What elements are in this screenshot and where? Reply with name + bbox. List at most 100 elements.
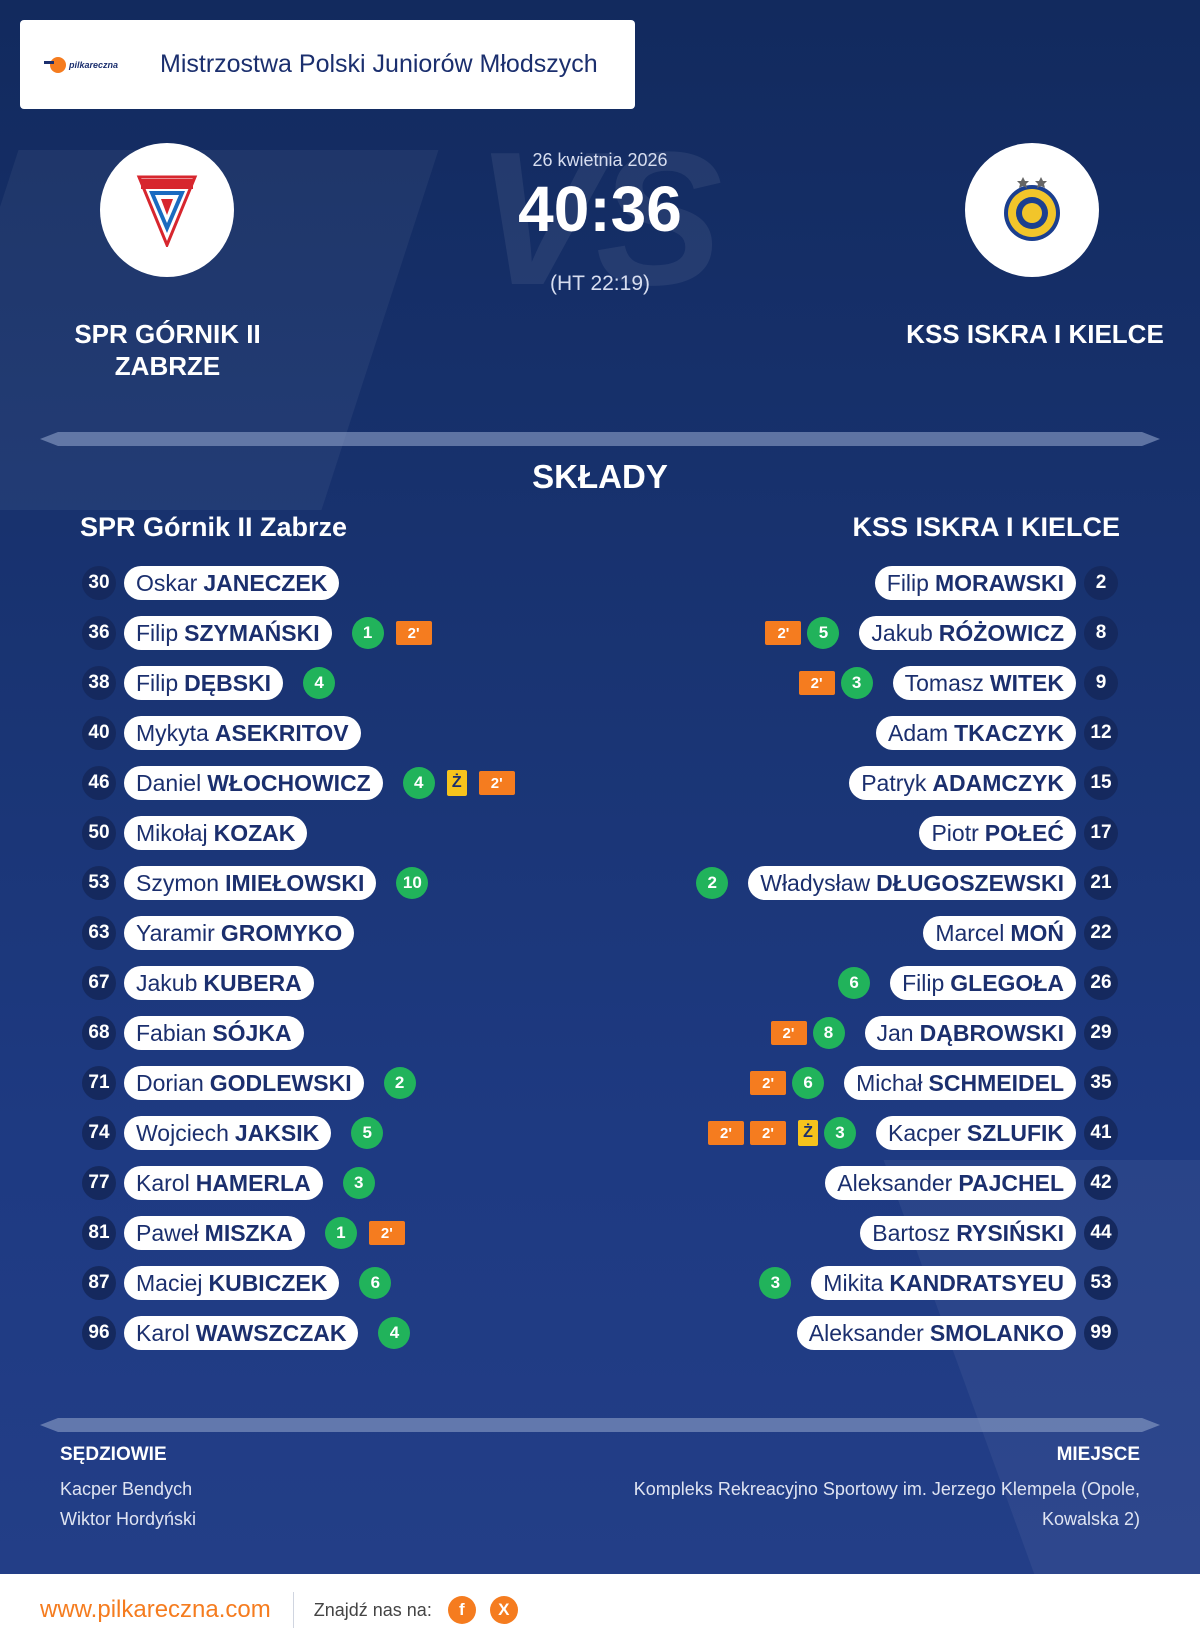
player-name[interactable]: Filip GLEGOŁA <box>890 966 1076 1000</box>
player-stats: 10 <box>396 867 429 899</box>
find-us-label: Znajdź nas na: <box>313 1599 432 1620</box>
player-row: 67 Jakub KUBERA <box>82 958 642 1008</box>
x-icon[interactable]: X <box>489 1596 518 1624</box>
player-number: 50 <box>82 816 116 850</box>
suspension-badge: 2' <box>770 1021 807 1045</box>
player-number: 53 <box>1084 1266 1118 1300</box>
home-team-name: SPR GÓRNIK II ZABRZE <box>74 319 261 381</box>
player-row: 21 Władysław DŁUGOSZEWSKI 2 <box>558 858 1118 908</box>
player-last-name: JANECZEK <box>203 569 328 596</box>
player-name[interactable]: Filip SZYMAŃSKI <box>124 616 332 650</box>
player-name[interactable]: Michał SCHMEIDEL <box>844 1066 1076 1100</box>
player-number: 87 <box>82 1266 116 1300</box>
player-name[interactable]: Mikita KANDRATSYEU <box>811 1266 1076 1300</box>
ball-icon <box>44 56 66 73</box>
player-stats: 5 2' <box>765 617 840 649</box>
player-row: 29 Jan DĄBROWSKI 8 2' <box>558 1008 1118 1058</box>
venue-text: Kompleks Rekreacyjno Sportowy im. Jerzeg… <box>633 1479 1140 1529</box>
player-row: 77 Karol HAMERLA 3 <box>82 1158 642 1208</box>
player-stats: 6 <box>838 967 871 999</box>
player-name[interactable]: Kacper SZLUFIK <box>876 1116 1076 1150</box>
player-last-name: KUBERA <box>203 969 302 996</box>
suspension-badge: 2' <box>368 1221 405 1245</box>
player-row: 38 Filip DĘBSKI 4 <box>82 658 642 708</box>
gornik-crest-icon <box>136 175 198 247</box>
suspension-badge: 2' <box>765 621 802 645</box>
brand-text: pilkareczna <box>69 59 119 70</box>
player-last-name: GROMYKO <box>220 919 343 946</box>
player-row: 12 Adam TKACZYK <box>558 708 1118 758</box>
player-name[interactable]: Fabian SÓJKA <box>124 1016 304 1050</box>
player-name[interactable]: Aleksander PAJCHEL <box>825 1166 1076 1200</box>
player-name[interactable]: Karol WAWSZCZAK <box>124 1316 359 1350</box>
match-date: 26 kwietnia 2026 <box>532 150 668 170</box>
player-name[interactable]: Dorian GODLEWSKI <box>124 1066 364 1100</box>
player-last-name: RYSIŃSKI <box>956 1219 1064 1246</box>
player-number: 9 <box>1084 666 1118 700</box>
player-name[interactable]: Paweł MISZKA <box>124 1216 305 1250</box>
goals-badge: 8 <box>812 1017 845 1049</box>
player-row: 35 Michał SCHMEIDEL 6 2' <box>558 1058 1118 1108</box>
home-lineup-heading: SPR Górnik II Zabrze <box>80 512 348 542</box>
player-first-name: Filip <box>136 669 179 696</box>
player-last-name: WITEK <box>989 669 1064 696</box>
player-number: 99 <box>1084 1316 1118 1350</box>
player-name[interactable]: Marcel MOŃ <box>923 916 1076 950</box>
player-name[interactable]: Wojciech JAKSIK <box>124 1116 332 1150</box>
player-name[interactable]: Karol HAMERLA <box>124 1166 323 1200</box>
player-first-name: Piotr <box>931 819 979 846</box>
suspension-badge: 2' <box>708 1121 745 1145</box>
player-name[interactable]: Patryk ADAMCZYK <box>849 766 1076 800</box>
player-name[interactable]: Bartosz RYSIŃSKI <box>860 1216 1076 1250</box>
player-name[interactable]: Władysław DŁUGOSZEWSKI <box>748 866 1076 900</box>
player-row: 71 Dorian GODLEWSKI 2 <box>82 1058 642 1108</box>
player-name[interactable]: Jan DĄBROWSKI <box>864 1016 1076 1050</box>
player-row: 2 Filip MORAWSKI <box>558 558 1118 608</box>
facebook-icon[interactable]: f <box>447 1596 476 1624</box>
player-first-name: Filip <box>136 619 179 646</box>
player-row: 74 Wojciech JAKSIK 5 <box>82 1108 642 1158</box>
player-row: 41 Kacper SZLUFIK 3 Ż 2' 2' <box>558 1108 1118 1158</box>
player-first-name: Wojciech <box>136 1119 229 1146</box>
player-name[interactable]: Daniel WŁOCHOWICZ <box>124 766 383 800</box>
player-last-name: IMIEŁOWSKI <box>225 869 365 896</box>
player-name[interactable]: Jakub RÓŻOWICZ <box>859 616 1076 650</box>
player-last-name: SMOLANKO <box>929 1319 1064 1346</box>
player-last-name: HAMERLA <box>195 1169 311 1196</box>
player-last-name: SZLUFIK <box>966 1119 1064 1146</box>
website-link[interactable]: www.pilkareczna.com <box>40 1596 271 1623</box>
player-number: 81 <box>82 1216 116 1250</box>
player-number: 2 <box>1084 566 1118 600</box>
player-name[interactable]: Mikołaj KOZAK <box>124 816 308 850</box>
player-number: 74 <box>82 1116 116 1150</box>
player-name[interactable]: Oskar JANECZEK <box>124 566 340 600</box>
player-name[interactable]: Maciej KUBICZEK <box>124 1266 340 1300</box>
player-name[interactable]: Tomasz WITEK <box>892 666 1076 700</box>
player-name[interactable]: Yaramir GROMYKO <box>124 916 355 950</box>
player-name[interactable]: Piotr POŁEĆ <box>919 816 1076 850</box>
player-name[interactable]: Mykyta ASEKRITOV <box>124 716 361 750</box>
player-last-name: PAJCHEL <box>958 1169 1064 1196</box>
player-first-name: Władysław <box>760 869 871 896</box>
referee-name: Wiktor Hordyński <box>60 1509 197 1529</box>
player-name[interactable]: Aleksander SMOLANKO <box>796 1316 1076 1350</box>
player-name[interactable]: Filip DĘBSKI <box>124 666 284 700</box>
player-row: 9 Tomasz WITEK 3 2' <box>558 658 1118 708</box>
pilkareczna-logo[interactable]: pilkareczna <box>44 50 140 80</box>
player-last-name: MOŃ <box>1010 919 1064 946</box>
player-row: 40 Mykyta ASEKRITOV <box>82 708 642 758</box>
player-name[interactable]: Szymon IMIEŁOWSKI <box>124 866 377 900</box>
player-name[interactable]: Filip MORAWSKI <box>874 566 1076 600</box>
player-name[interactable]: Jakub KUBERA <box>124 966 314 1000</box>
goals-badge: 4 <box>303 667 336 699</box>
lineups-title: SKŁADY <box>532 458 668 495</box>
player-last-name: TKACZYK <box>954 719 1064 746</box>
suspension-badge: 2' <box>798 671 835 695</box>
player-first-name: Paweł <box>136 1219 199 1246</box>
player-first-name: Filip <box>886 569 929 596</box>
referees-label: SĘDZIOWIE <box>60 1444 167 1465</box>
player-first-name: Mikołaj <box>136 819 208 846</box>
player-name[interactable]: Adam TKACZYK <box>876 716 1076 750</box>
away-lineup-heading: KSS ISKRA I KIELCE <box>852 512 1120 542</box>
player-number: 26 <box>1084 966 1118 1000</box>
